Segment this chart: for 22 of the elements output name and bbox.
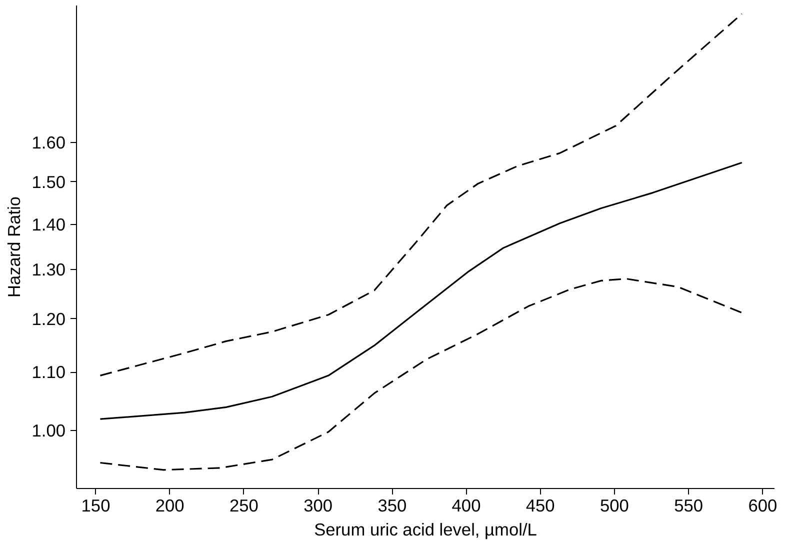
x-tick-label: 300 — [304, 496, 333, 516]
line-series — [99, 13, 743, 376]
y-tick-label: 1.20 — [32, 308, 66, 329]
x-tick-label: 200 — [155, 496, 184, 516]
x-tick-label: 500 — [600, 496, 629, 516]
y-tick-label: 1.10 — [32, 362, 66, 382]
x-tick-label: 550 — [674, 496, 704, 516]
line-series — [99, 162, 743, 420]
y-tick-label: 1.60 — [32, 132, 66, 152]
x-tick-label: 250 — [230, 496, 258, 516]
y-axis-title: Hazard Ratio — [4, 196, 24, 298]
x-tick-label: 600 — [748, 496, 778, 516]
x-tick-label: 150 — [81, 496, 110, 516]
y-tick-label: 1.40 — [32, 214, 66, 234]
line-series — [99, 278, 743, 471]
y-tick-label: 1.50 — [32, 172, 66, 192]
y-tick-label: 1.30 — [32, 260, 66, 280]
y-tick-label: 1.00 — [32, 420, 66, 441]
x-tick-label: 450 — [526, 496, 555, 516]
x-tick-label: 350 — [378, 496, 407, 516]
x-tick-label: 400 — [452, 496, 481, 516]
x-axis-title: Serum uric acid level, µmol/L — [314, 520, 538, 540]
